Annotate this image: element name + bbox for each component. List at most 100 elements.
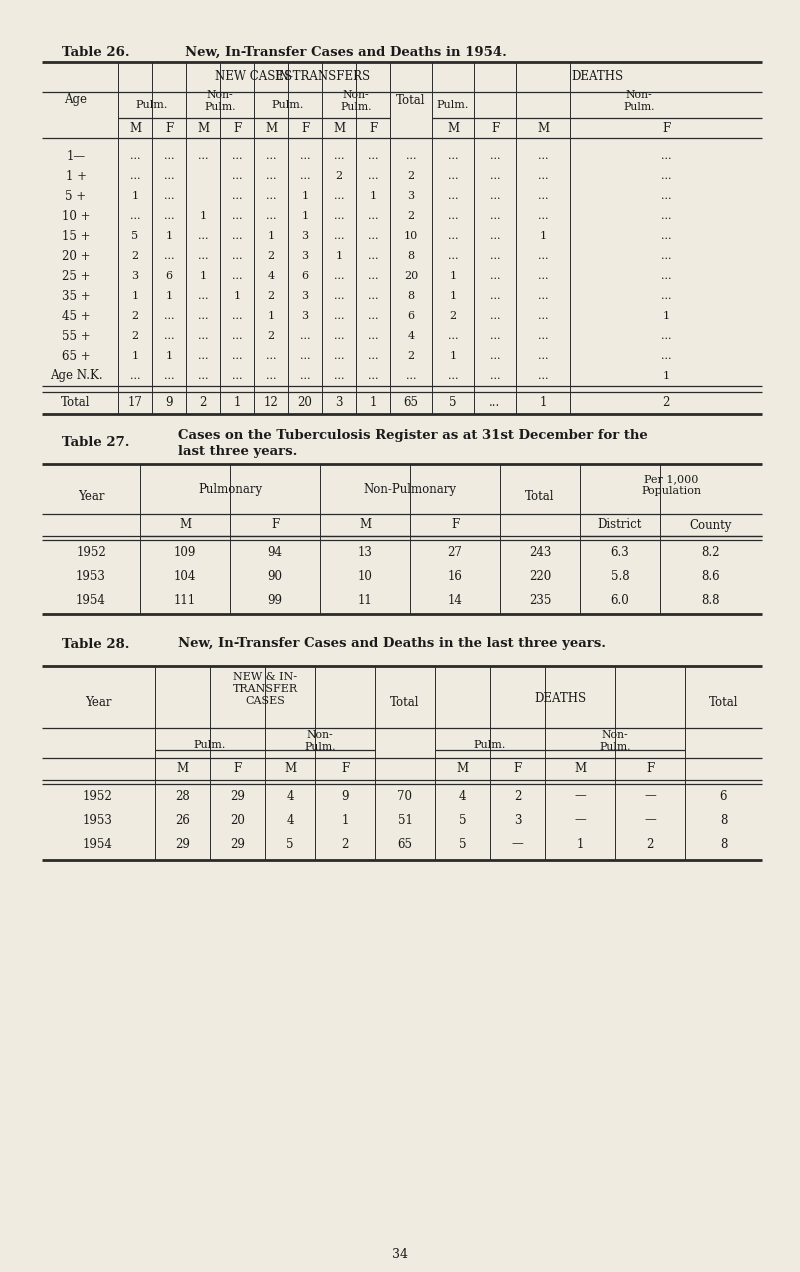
Text: 1: 1 — [199, 271, 206, 281]
Text: 3: 3 — [302, 310, 309, 321]
Text: 15 +: 15 + — [62, 229, 90, 243]
Text: ...: ... — [232, 211, 242, 221]
Text: 1: 1 — [302, 211, 309, 221]
Text: Total: Total — [709, 697, 738, 710]
Text: 28: 28 — [175, 790, 190, 803]
Text: 104: 104 — [174, 570, 196, 583]
Text: last three years.: last three years. — [178, 444, 298, 458]
Text: 1 +: 1 + — [66, 169, 86, 182]
Text: ...: ... — [130, 371, 140, 382]
Text: 1: 1 — [131, 191, 138, 201]
Text: ...: ... — [538, 251, 548, 261]
Text: 1952: 1952 — [76, 546, 106, 558]
Text: ...: ... — [164, 331, 174, 341]
Text: 11: 11 — [358, 594, 372, 607]
Text: 25 +: 25 + — [62, 270, 90, 282]
Text: 1: 1 — [450, 271, 457, 281]
Text: ...: ... — [661, 232, 671, 240]
Text: ...: ... — [490, 151, 500, 162]
Text: DEATHS: DEATHS — [571, 70, 623, 84]
Text: 3: 3 — [302, 251, 309, 261]
Text: M: M — [574, 762, 586, 776]
Text: M: M — [447, 122, 459, 135]
Text: 2: 2 — [646, 837, 654, 851]
Text: Non-
Pulm.: Non- Pulm. — [204, 90, 236, 112]
Text: Total: Total — [62, 397, 90, 410]
Text: Non-
Pulm.: Non- Pulm. — [623, 90, 654, 112]
Text: ...: ... — [164, 170, 174, 181]
Text: ...: ... — [406, 371, 416, 382]
Text: F: F — [491, 122, 499, 135]
Text: 220: 220 — [529, 570, 551, 583]
Text: F: F — [341, 762, 349, 776]
Text: ...: ... — [300, 331, 310, 341]
Text: ...: ... — [661, 151, 671, 162]
Text: 35 +: 35 + — [62, 290, 90, 303]
Text: ...: ... — [334, 291, 344, 301]
Text: Pulm.: Pulm. — [194, 740, 226, 750]
Text: ...: ... — [661, 170, 671, 181]
Text: M: M — [179, 519, 191, 532]
Text: 27: 27 — [447, 546, 462, 558]
Text: 1: 1 — [166, 351, 173, 361]
Text: County: County — [690, 519, 732, 532]
Text: 3: 3 — [302, 291, 309, 301]
Text: 3: 3 — [514, 814, 522, 827]
Text: ...: ... — [661, 251, 671, 261]
Text: Year: Year — [78, 491, 104, 504]
Text: 10: 10 — [358, 570, 373, 583]
Text: 6.0: 6.0 — [610, 594, 630, 607]
Text: Non-Pulmonary: Non-Pulmonary — [363, 482, 457, 496]
Text: F: F — [271, 519, 279, 532]
Text: New, In-Transfer Cases and Deaths in 1954.: New, In-Transfer Cases and Deaths in 195… — [185, 46, 507, 59]
Text: ...: ... — [232, 310, 242, 321]
Text: 2: 2 — [407, 170, 414, 181]
Text: 1954: 1954 — [83, 837, 113, 851]
Text: ...: ... — [538, 351, 548, 361]
Text: ...: ... — [538, 271, 548, 281]
Text: 65: 65 — [398, 837, 413, 851]
Text: 8: 8 — [407, 251, 414, 261]
Text: 1: 1 — [539, 232, 546, 240]
Text: 1: 1 — [576, 837, 584, 851]
Text: ...: ... — [334, 371, 344, 382]
Text: M: M — [359, 519, 371, 532]
Text: ...: ... — [232, 232, 242, 240]
Text: ...: ... — [448, 251, 458, 261]
Text: 20: 20 — [298, 397, 313, 410]
Text: ...: ... — [198, 331, 208, 341]
Text: 3: 3 — [302, 232, 309, 240]
Text: ...: ... — [334, 232, 344, 240]
Text: 29: 29 — [175, 837, 190, 851]
Text: 2: 2 — [514, 790, 521, 803]
Text: 1: 1 — [450, 351, 457, 361]
Text: —: — — [644, 814, 656, 827]
Text: Year: Year — [85, 697, 111, 710]
Text: 1: 1 — [166, 232, 173, 240]
Text: ...: ... — [334, 151, 344, 162]
Text: ...: ... — [232, 191, 242, 201]
Text: ...: ... — [368, 371, 378, 382]
Text: 2: 2 — [131, 331, 138, 341]
Text: ...: ... — [164, 371, 174, 382]
Text: 1—: 1— — [66, 150, 86, 163]
Text: ...: ... — [130, 211, 140, 221]
Text: 20: 20 — [230, 814, 245, 827]
Text: Pulm.: Pulm. — [272, 100, 304, 109]
Text: 2: 2 — [407, 351, 414, 361]
Text: 1: 1 — [335, 251, 342, 261]
Text: ...: ... — [661, 291, 671, 301]
Text: ...: ... — [266, 351, 276, 361]
Text: 1: 1 — [234, 397, 241, 410]
Text: ...: ... — [448, 191, 458, 201]
Text: Total: Total — [396, 94, 426, 107]
Text: F: F — [514, 762, 522, 776]
Text: ...: ... — [538, 310, 548, 321]
Text: 1: 1 — [267, 310, 274, 321]
Text: 8: 8 — [720, 814, 727, 827]
Text: 65 +: 65 + — [62, 350, 90, 363]
Text: —: — — [574, 814, 586, 827]
Text: ...: ... — [232, 151, 242, 162]
Text: ...: ... — [198, 371, 208, 382]
Text: ...: ... — [538, 331, 548, 341]
